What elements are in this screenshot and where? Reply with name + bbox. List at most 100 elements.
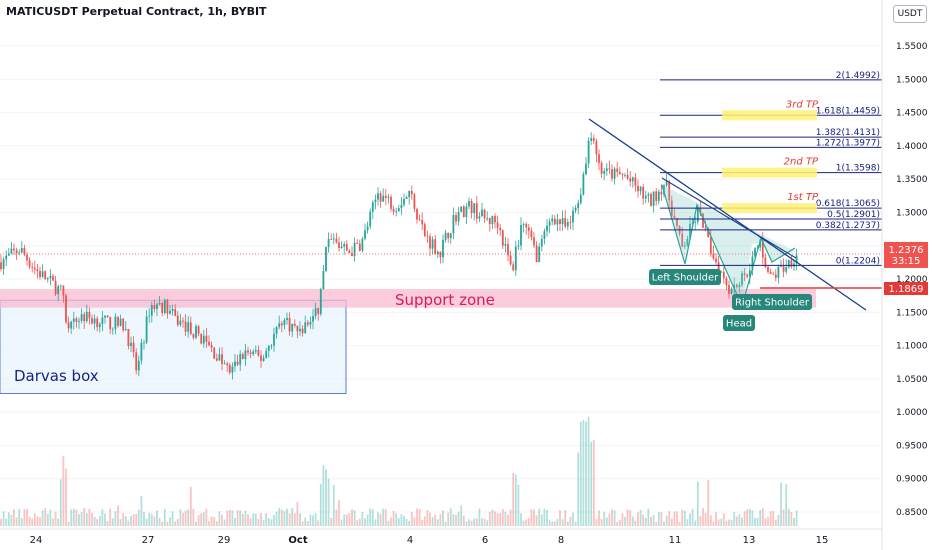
volume-bar — [176, 518, 179, 526]
candle-body — [15, 250, 18, 254]
volume-bar — [119, 519, 122, 526]
candle-body — [62, 285, 65, 296]
time-axis[interactable]: 24 27 29 Oct 4 6 8 11 13 15 — [0, 528, 882, 546]
candle-body — [642, 186, 645, 199]
candle-body — [166, 299, 169, 314]
volume-bar — [195, 521, 197, 526]
fibonacci-extension[interactable]: 2(1.4992) 1.618(1.4459) 1.382(1.4131)1.272… — [660, 71, 882, 267]
fib-level-label: 0(1.2204) — [836, 256, 880, 266]
candle-body — [626, 174, 629, 179]
current-price-value: 1.2376 — [889, 245, 924, 256]
price-axis[interactable]: 1.55001.50001.45001.40001.35001.30001.25… — [881, 0, 928, 550]
volume-bar — [413, 517, 416, 526]
candle-body — [681, 233, 684, 247]
candle-body — [239, 353, 242, 365]
volume-bar — [468, 519, 470, 526]
volume-bar — [465, 521, 468, 526]
candle-body — [200, 333, 203, 344]
support-zone-label: Support zone — [395, 291, 495, 309]
candle-body — [639, 186, 642, 192]
candle-body — [46, 278, 49, 280]
candle-body — [249, 352, 252, 355]
candle-body — [234, 361, 236, 367]
candle-body — [644, 195, 647, 199]
candle-body — [2, 259, 5, 270]
volume-bar — [309, 514, 312, 526]
volume-bar — [681, 509, 684, 526]
candle-body — [598, 154, 600, 163]
volume-bar — [106, 520, 109, 526]
candle-body — [405, 197, 408, 199]
candle-body — [31, 266, 34, 268]
red-level-tag[interactable]: 1.1869 — [884, 282, 928, 295]
candle-body — [618, 171, 621, 175]
volume-bar — [283, 511, 286, 526]
fib-level-label: 0.5(1.2901) — [827, 210, 880, 220]
date-tick-label: 13 — [743, 535, 756, 546]
volume-bar — [478, 508, 481, 526]
candle-body — [140, 342, 143, 361]
volume-bar — [751, 510, 754, 526]
volume-bar — [494, 511, 496, 526]
volume-bar — [460, 505, 463, 526]
price-tick-label: 1.3500 — [896, 175, 928, 185]
currency-button[interactable]: USDT — [893, 5, 927, 23]
candle-body — [117, 316, 119, 326]
volume-bar — [332, 484, 335, 526]
candle-body — [36, 269, 39, 272]
candle-body — [449, 233, 452, 239]
volume-bar — [488, 511, 491, 526]
volume-bar — [712, 521, 715, 526]
candle-body — [91, 318, 93, 324]
candle-body — [319, 289, 322, 314]
volume-bar — [772, 510, 775, 526]
date-tick-label: 15 — [816, 535, 829, 546]
candle-body — [769, 271, 772, 274]
candle-body — [582, 174, 585, 195]
candle-body — [384, 195, 387, 198]
volume-bar — [379, 514, 382, 526]
volume-bar — [626, 509, 629, 526]
candle-body — [423, 224, 426, 236]
candle-body — [442, 239, 444, 258]
candle-body — [780, 266, 782, 267]
candle-body — [132, 342, 135, 353]
candle-body — [738, 284, 741, 288]
volume-bar — [553, 521, 556, 526]
volume-bar — [270, 519, 273, 526]
candle-body — [533, 237, 535, 246]
candle-body — [93, 318, 96, 324]
candle-body — [197, 326, 200, 334]
volume-bar — [371, 509, 374, 526]
candle-body — [499, 227, 502, 231]
candle-body — [743, 273, 746, 275]
candle-body — [416, 208, 418, 220]
volume-bar — [496, 513, 499, 526]
candle-body — [468, 201, 470, 207]
volume-bar — [187, 509, 190, 526]
volume-bar — [509, 509, 512, 526]
volume-bar — [260, 512, 262, 526]
fib-level-label: 1.382(1.4131) — [816, 128, 880, 138]
candle-countdown: 33:15 — [892, 256, 921, 267]
volume-bar — [683, 510, 686, 526]
volume-bar — [179, 509, 182, 526]
volume-bar — [109, 508, 112, 526]
candle-body — [501, 230, 504, 246]
volume-bar — [366, 514, 369, 526]
candle-body — [343, 243, 346, 247]
volume-bar — [709, 515, 712, 526]
candle-body — [725, 278, 728, 286]
candle-body — [475, 203, 478, 219]
descending-trendline — [588, 118, 867, 311]
candle-body — [460, 206, 463, 212]
candle-body — [689, 223, 691, 239]
volume-bar — [293, 513, 296, 526]
volume-bar — [0, 519, 2, 526]
tag-bg — [732, 294, 812, 310]
candle-body — [795, 255, 798, 264]
volume-bar — [192, 508, 195, 526]
volume-bar — [75, 509, 78, 526]
